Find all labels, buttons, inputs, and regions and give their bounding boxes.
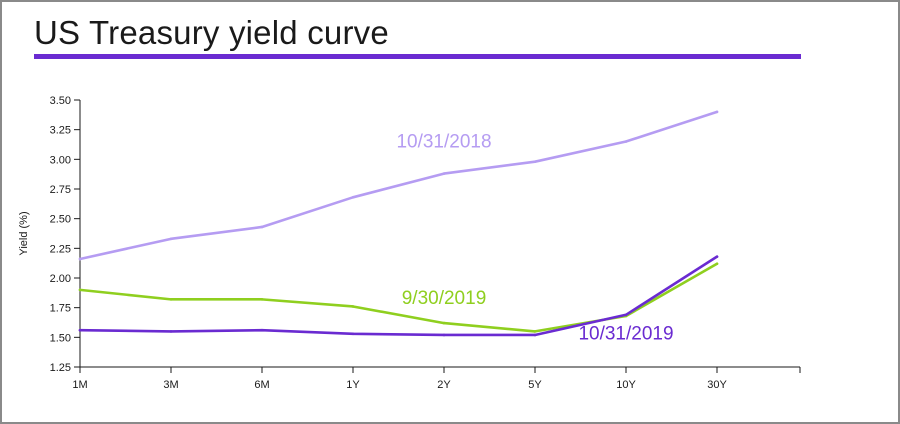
y-tick-label: 3.00: [50, 154, 71, 166]
x-tick-label: 2Y: [437, 379, 451, 391]
series-labels: 10/31/2018 9/30/2019 10/31/2019: [396, 131, 673, 344]
data-point: [533, 330, 537, 333]
data-point: [169, 237, 173, 241]
chart-title: US Treasury yield curve: [34, 14, 389, 51]
data-point: [624, 313, 628, 317]
y-axis-title: Yield (%): [18, 211, 30, 255]
series-label-0: 10/31/2018: [396, 131, 491, 152]
series-line-2: [78, 255, 719, 337]
y-tick-label: 1.50: [50, 332, 71, 344]
data-point: [78, 257, 82, 261]
series-lines: [78, 110, 719, 337]
data-point: [715, 262, 719, 266]
data-point: [260, 298, 264, 301]
data-point: [442, 333, 446, 337]
data-point: [169, 298, 173, 301]
data-point: [442, 321, 446, 325]
y-tick-label: 2.00: [50, 273, 71, 285]
data-point: [78, 288, 82, 292]
series-line-1: [78, 262, 719, 333]
y-tick-label: 2.25: [50, 243, 71, 255]
y-tick-label: 1.75: [50, 303, 71, 315]
y-tick-label: 3.25: [50, 125, 71, 137]
x-tick-label: 1M: [72, 379, 87, 391]
data-point: [351, 196, 355, 199]
y-tick-label: 2.75: [50, 184, 71, 196]
data-point: [169, 330, 173, 333]
series-label-2: 10/31/2019: [578, 324, 673, 345]
y-tick-label: 3.50: [50, 95, 71, 107]
data-point: [260, 328, 264, 332]
x-tick-label: 30Y: [707, 379, 727, 391]
data-point: [715, 110, 719, 114]
data-point: [442, 172, 446, 175]
title-underline: [34, 54, 801, 59]
series-line-0: [78, 110, 719, 261]
data-point: [351, 332, 355, 336]
x-tick-label: 3M: [163, 379, 178, 391]
y-tick-label: 1.25: [50, 362, 71, 374]
data-point: [533, 333, 537, 337]
x-tick-label: 1Y: [346, 379, 360, 391]
y-tick-label: 2.50: [50, 214, 71, 226]
x-tick-label: 5Y: [528, 379, 542, 391]
series-label-1: 9/30/2019: [402, 288, 487, 309]
data-point: [260, 225, 264, 229]
data-point: [624, 140, 628, 143]
data-point: [715, 255, 719, 258]
axes: 1.25 1.50 1.75 2.00 2.25 2.50 2.75 3.00 3.25 3.50…: [50, 95, 801, 391]
data-point: [351, 305, 355, 308]
data-point: [78, 328, 82, 332]
x-tick-label: 10Y: [616, 379, 636, 391]
data-point: [533, 160, 537, 164]
x-tick-label: 6M: [254, 379, 269, 391]
